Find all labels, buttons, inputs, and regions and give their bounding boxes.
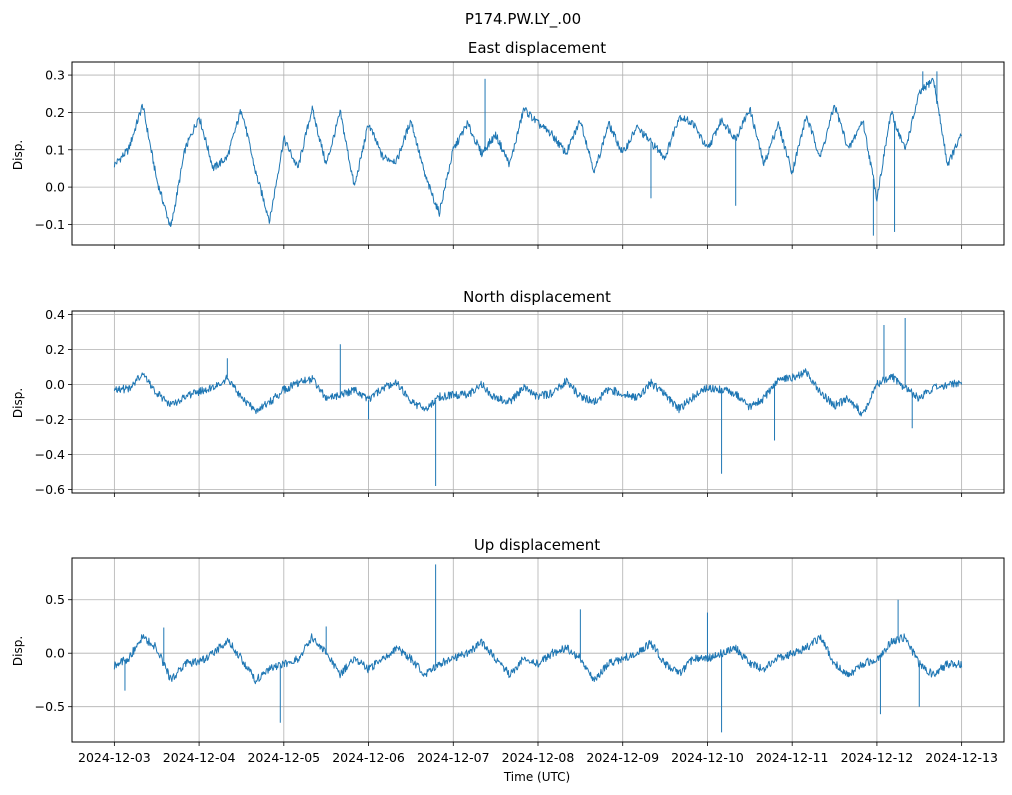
north-displacement-panel: North displacement Disp. −0.6 −0.4 −0.2 0.0… (11, 288, 1005, 497)
north-y-tick-label: 0.0 (45, 377, 65, 392)
x-tick-label: 2024-12-05 (247, 750, 320, 765)
north-y-tick-label: −0.6 (35, 482, 65, 497)
up-axes-frame (71, 557, 1005, 743)
x-tick-label: 2024-12-09 (586, 750, 659, 765)
east-panel-title: East displacement (468, 39, 606, 57)
up-displacement-panel: Up displacement Disp. 2024-12-03 2024-12-… (11, 536, 1005, 765)
north-series-line (113, 368, 963, 417)
north-y-tick-label: −0.4 (35, 447, 65, 462)
east-axes-frame (71, 61, 1005, 246)
x-tick-label: 2024-12-13 (925, 750, 998, 765)
north-y-tick-label: 0.2 (45, 342, 65, 357)
x-tick-label: 2024-12-12 (841, 750, 914, 765)
up-panel-title: Up displacement (474, 536, 600, 554)
east-displacement-panel: East displacement Disp. −0.1 0.0 0.1 0.2 0.3 (11, 39, 1005, 249)
up-series-line (113, 633, 963, 685)
x-tick-label: 2024-12-06 (332, 750, 405, 765)
x-tick-label: 2024-12-08 (502, 750, 575, 765)
north-axes-frame (71, 310, 1005, 494)
x-tick-label: 2024-12-03 (78, 750, 151, 765)
x-tick-label: 2024-12-11 (756, 750, 829, 765)
north-panel-title: North displacement (463, 288, 611, 306)
east-y-tick-label: 0.3 (45, 68, 65, 83)
north-y-axis-label: Disp. (11, 388, 25, 418)
up-y-tick-label: 0.5 (45, 592, 65, 607)
x-axis-label: Time (UTC) (503, 770, 570, 784)
north-y-tick-label: 0.4 (45, 307, 65, 322)
x-tick-label: 2024-12-10 (671, 750, 744, 765)
east-series-line (113, 77, 963, 228)
up-y-axis-label: Disp. (11, 636, 25, 666)
east-y-tick-label: 0.1 (45, 142, 65, 157)
north-y-tick-label: −0.2 (35, 412, 65, 427)
x-tick-label: 2024-12-07 (417, 750, 490, 765)
x-tick-label: 2024-12-04 (163, 750, 236, 765)
east-y-tick-label: 0.2 (45, 105, 65, 120)
east-y-tick-label: 0.0 (45, 180, 65, 195)
figure-suptitle: P174.PW.LY_.00 (465, 10, 581, 29)
up-y-tick-label: −0.5 (35, 699, 65, 714)
east-y-axis-label: Disp. (11, 140, 25, 170)
east-y-tick-label: −0.1 (35, 217, 65, 232)
up-y-tick-label: 0.0 (45, 646, 65, 661)
